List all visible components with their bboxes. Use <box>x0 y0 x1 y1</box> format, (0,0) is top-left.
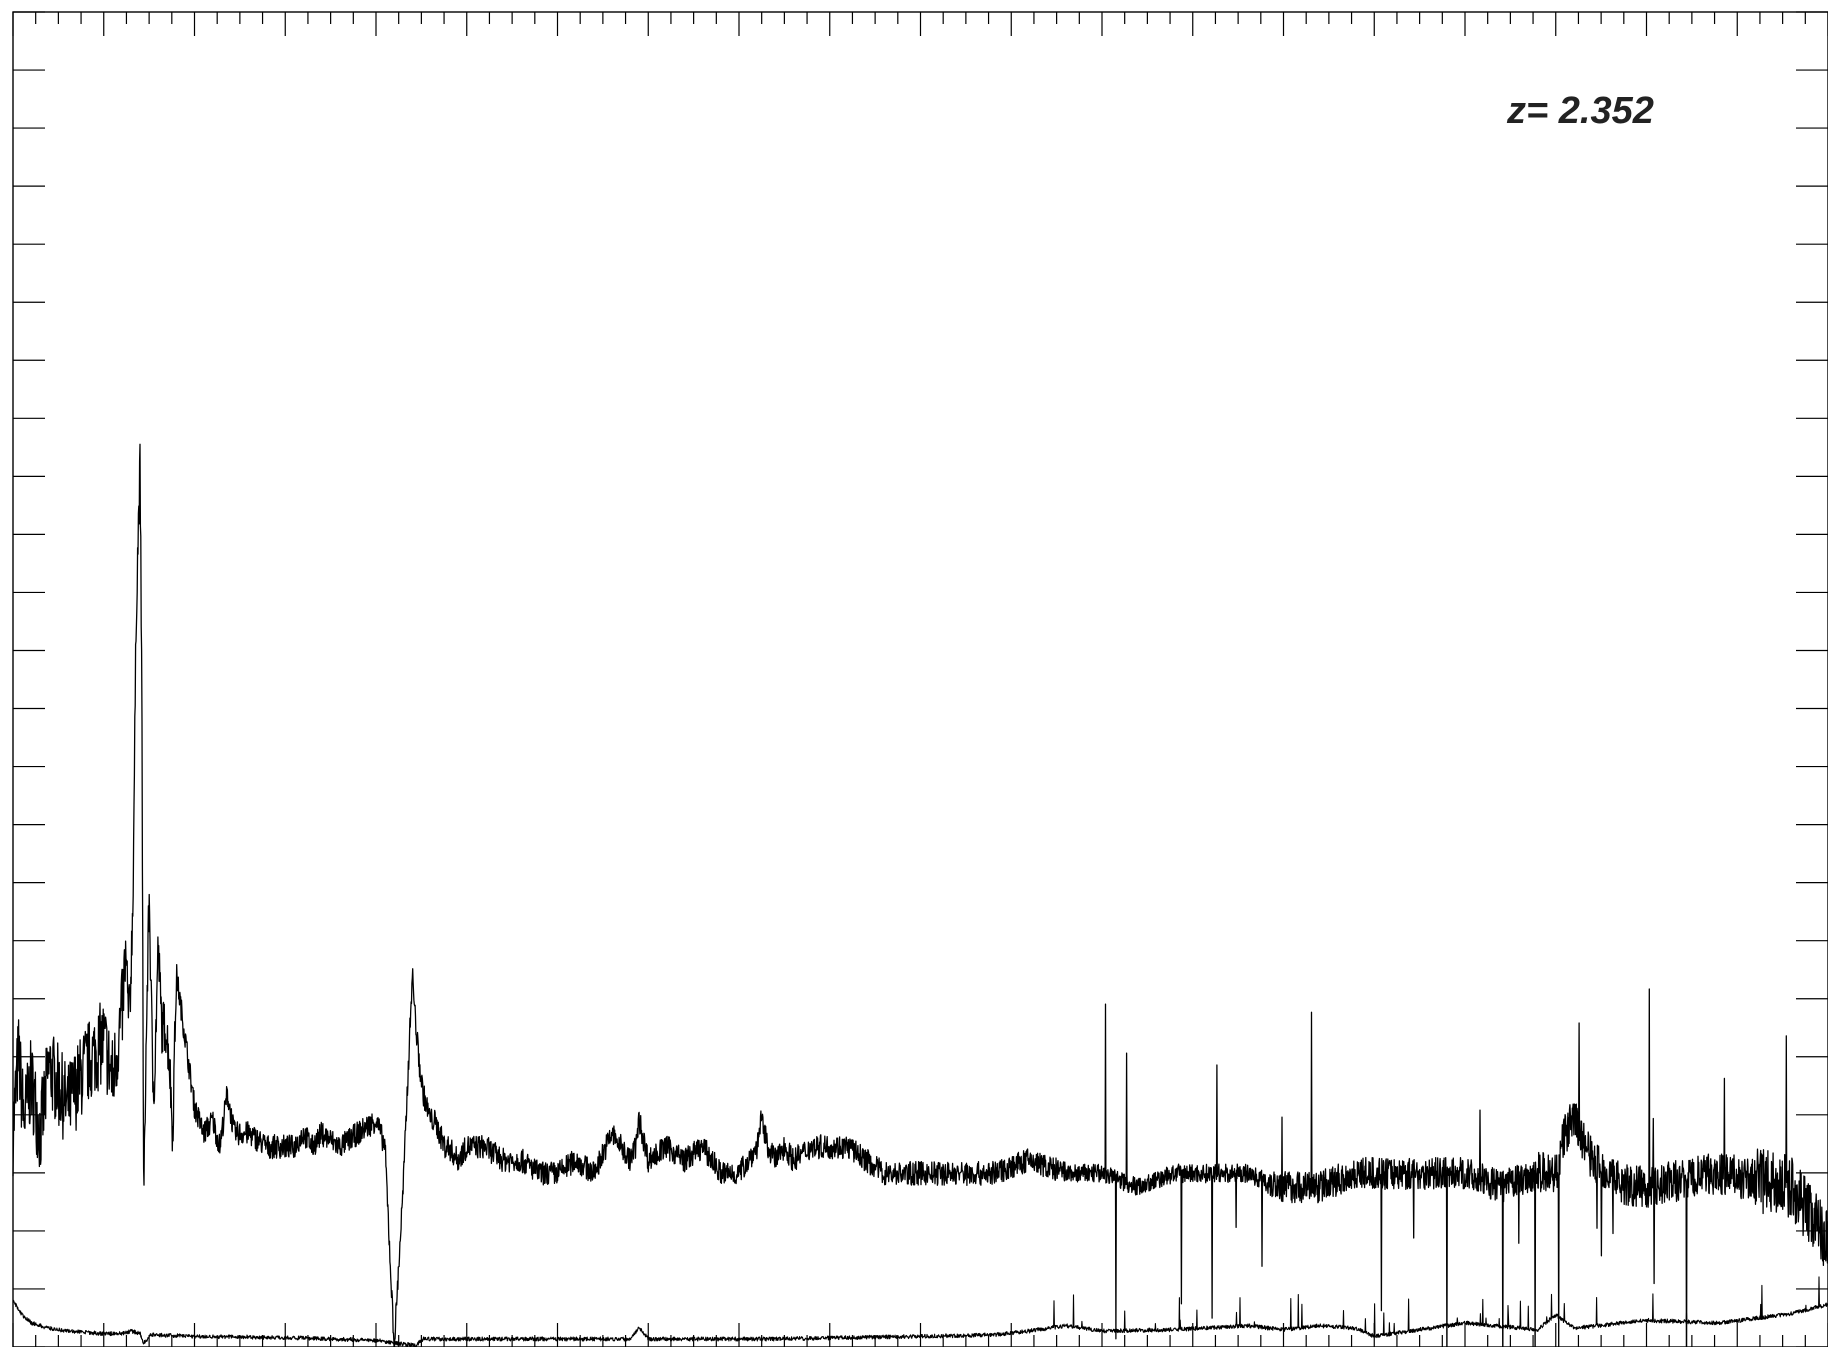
flux-series-line <box>12 443 1828 1347</box>
plot-area <box>12 443 1828 1347</box>
axis-ticks <box>12 11 1828 1347</box>
redshift-label: z= 2.352 <box>1506 90 1654 132</box>
axes-frame <box>12 11 1828 1347</box>
error-series-line <box>12 1276 1828 1347</box>
